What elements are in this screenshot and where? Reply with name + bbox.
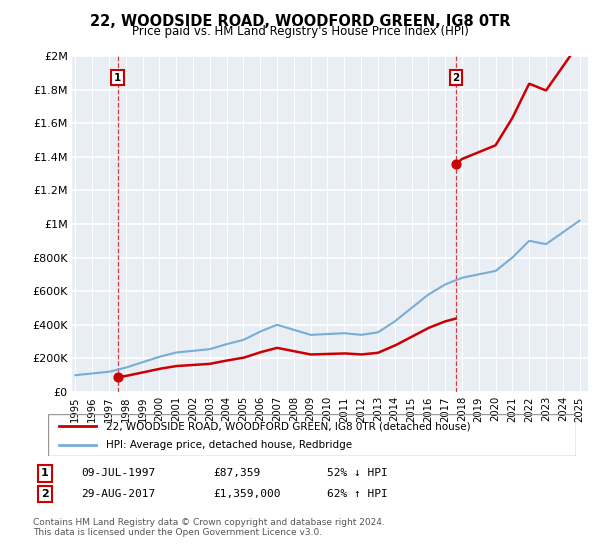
Text: HPI: Average price, detached house, Redbridge: HPI: Average price, detached house, Redb…	[106, 440, 352, 450]
Text: 09-JUL-1997: 09-JUL-1997	[81, 468, 155, 478]
Text: Contains HM Land Registry data © Crown copyright and database right 2024.
This d: Contains HM Land Registry data © Crown c…	[33, 518, 385, 538]
Text: 62% ↑ HPI: 62% ↑ HPI	[327, 489, 388, 499]
Text: 2: 2	[41, 489, 49, 499]
Text: 52% ↓ HPI: 52% ↓ HPI	[327, 468, 388, 478]
Text: 22, WOODSIDE ROAD, WOODFORD GREEN, IG8 0TR (detached house): 22, WOODSIDE ROAD, WOODFORD GREEN, IG8 0…	[106, 421, 471, 431]
Text: £1,359,000: £1,359,000	[213, 489, 281, 499]
Text: 29-AUG-2017: 29-AUG-2017	[81, 489, 155, 499]
Point	[113, 373, 122, 382]
Text: 2: 2	[452, 73, 460, 83]
Text: 1: 1	[114, 73, 121, 83]
Text: 1: 1	[41, 468, 49, 478]
Text: Price paid vs. HM Land Registry's House Price Index (HPI): Price paid vs. HM Land Registry's House …	[131, 25, 469, 38]
Text: £87,359: £87,359	[213, 468, 260, 478]
Point	[451, 159, 461, 168]
Text: 22, WOODSIDE ROAD, WOODFORD GREEN, IG8 0TR: 22, WOODSIDE ROAD, WOODFORD GREEN, IG8 0…	[90, 14, 510, 29]
